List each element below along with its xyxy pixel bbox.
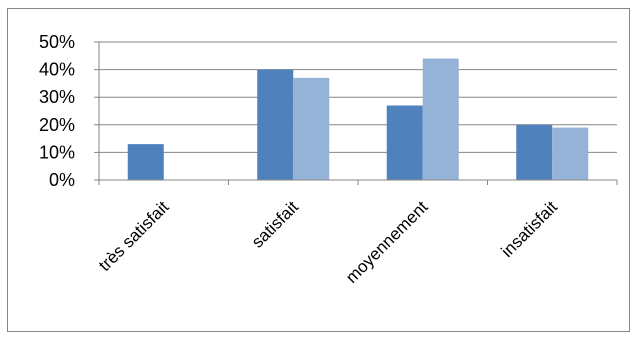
x-tick-labels: très satisfait satisfait moyennement insati…	[95, 197, 561, 287]
x-category-label: insatisfait	[498, 197, 562, 261]
y-tick-label: 50%	[39, 32, 75, 52]
bar-series-1-1	[127, 144, 164, 180]
y-tick-label: 40%	[39, 60, 75, 80]
bar-series-2-3	[422, 58, 459, 181]
y-tick-label: 30%	[39, 87, 75, 107]
axes	[94, 41, 618, 185]
x-category-label: moyennement	[342, 197, 432, 287]
x-category-label: satisfait	[248, 197, 302, 251]
y-tick-label: 10%	[39, 142, 75, 162]
bar-series-1-4	[516, 124, 553, 180]
x-category-label: très satisfait	[95, 197, 173, 275]
y-tick-labels: 0% 10% 20% 30% 40% 50%	[39, 32, 75, 190]
y-tick-label: 20%	[39, 115, 75, 135]
bar-series-1-3	[386, 105, 423, 180]
bar-series-2-4	[552, 127, 589, 180]
bars	[127, 58, 589, 181]
y-tick-label: 0%	[49, 170, 75, 190]
bar-series-2-2	[293, 77, 330, 180]
bar-series-1-2	[257, 69, 294, 180]
